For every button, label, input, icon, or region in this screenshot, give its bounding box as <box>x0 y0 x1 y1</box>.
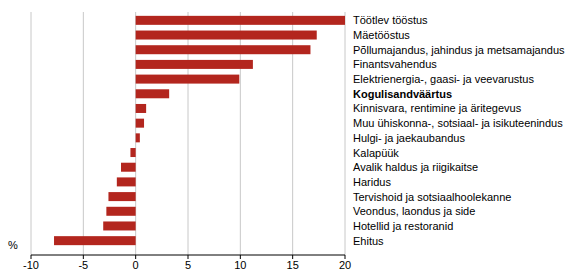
bar <box>103 221 135 230</box>
bar <box>136 16 345 25</box>
category-label: Töötlev tööstus <box>353 14 428 26</box>
category-label: Tervishoid ja sotsiaalhoolekanne <box>353 191 511 203</box>
tick-label: 0 <box>133 259 139 271</box>
bar <box>136 75 240 84</box>
bar <box>117 177 136 186</box>
tick-label: 5 <box>185 259 191 271</box>
x-axis <box>31 255 345 256</box>
category-label: Kogulisandväärtus <box>353 88 452 100</box>
category-label: Avalik haldus ja riigikaitse <box>353 161 478 173</box>
tick-label: -5 <box>78 259 88 271</box>
tick-label: 20 <box>339 259 351 271</box>
axis-label: % <box>8 239 18 251</box>
category-label: Elektrienergia-, gaasi- ja veevarustus <box>353 73 534 85</box>
grid-line <box>31 12 32 255</box>
tick-label: 15 <box>287 259 299 271</box>
category-label: Haridus <box>353 176 391 188</box>
category-label: Ehitus <box>353 235 384 247</box>
tick-label: 10 <box>234 259 246 271</box>
bar <box>136 45 311 54</box>
bar <box>121 163 136 172</box>
category-label: Põllumajandus, jahindus ja metsamajandus <box>353 44 565 56</box>
bar <box>54 236 136 245</box>
bar <box>136 31 317 40</box>
category-label: Veondus, laondus ja side <box>353 205 475 217</box>
category-label: Hotellid ja restoranid <box>353 220 453 232</box>
bar <box>108 192 135 201</box>
bar <box>130 148 135 157</box>
category-label: Muu ühiskonna-, sotsiaal- ja isikuteenin… <box>353 117 563 129</box>
tick-label: -10 <box>23 259 39 271</box>
bar <box>136 133 140 142</box>
category-label: Kalapüük <box>353 147 399 159</box>
bar <box>136 119 144 128</box>
bar <box>106 207 135 216</box>
bar <box>136 89 169 98</box>
category-label: Finantsvahendus <box>353 58 437 70</box>
grid-line <box>83 12 84 255</box>
chart: -10 -5 0 5 10 15 20 Töötlev tööstus Mäetööstus Põ… <box>0 0 576 278</box>
bar <box>136 60 253 69</box>
category-label: Kinnisvara, rentimine ja äritegevus <box>353 102 522 114</box>
category-label: Mäetööstus <box>353 29 410 41</box>
bar <box>136 104 146 113</box>
grid-line <box>345 12 346 255</box>
bars <box>54 16 345 245</box>
category-label: Hulgi- ja jaekaubandus <box>353 132 465 144</box>
